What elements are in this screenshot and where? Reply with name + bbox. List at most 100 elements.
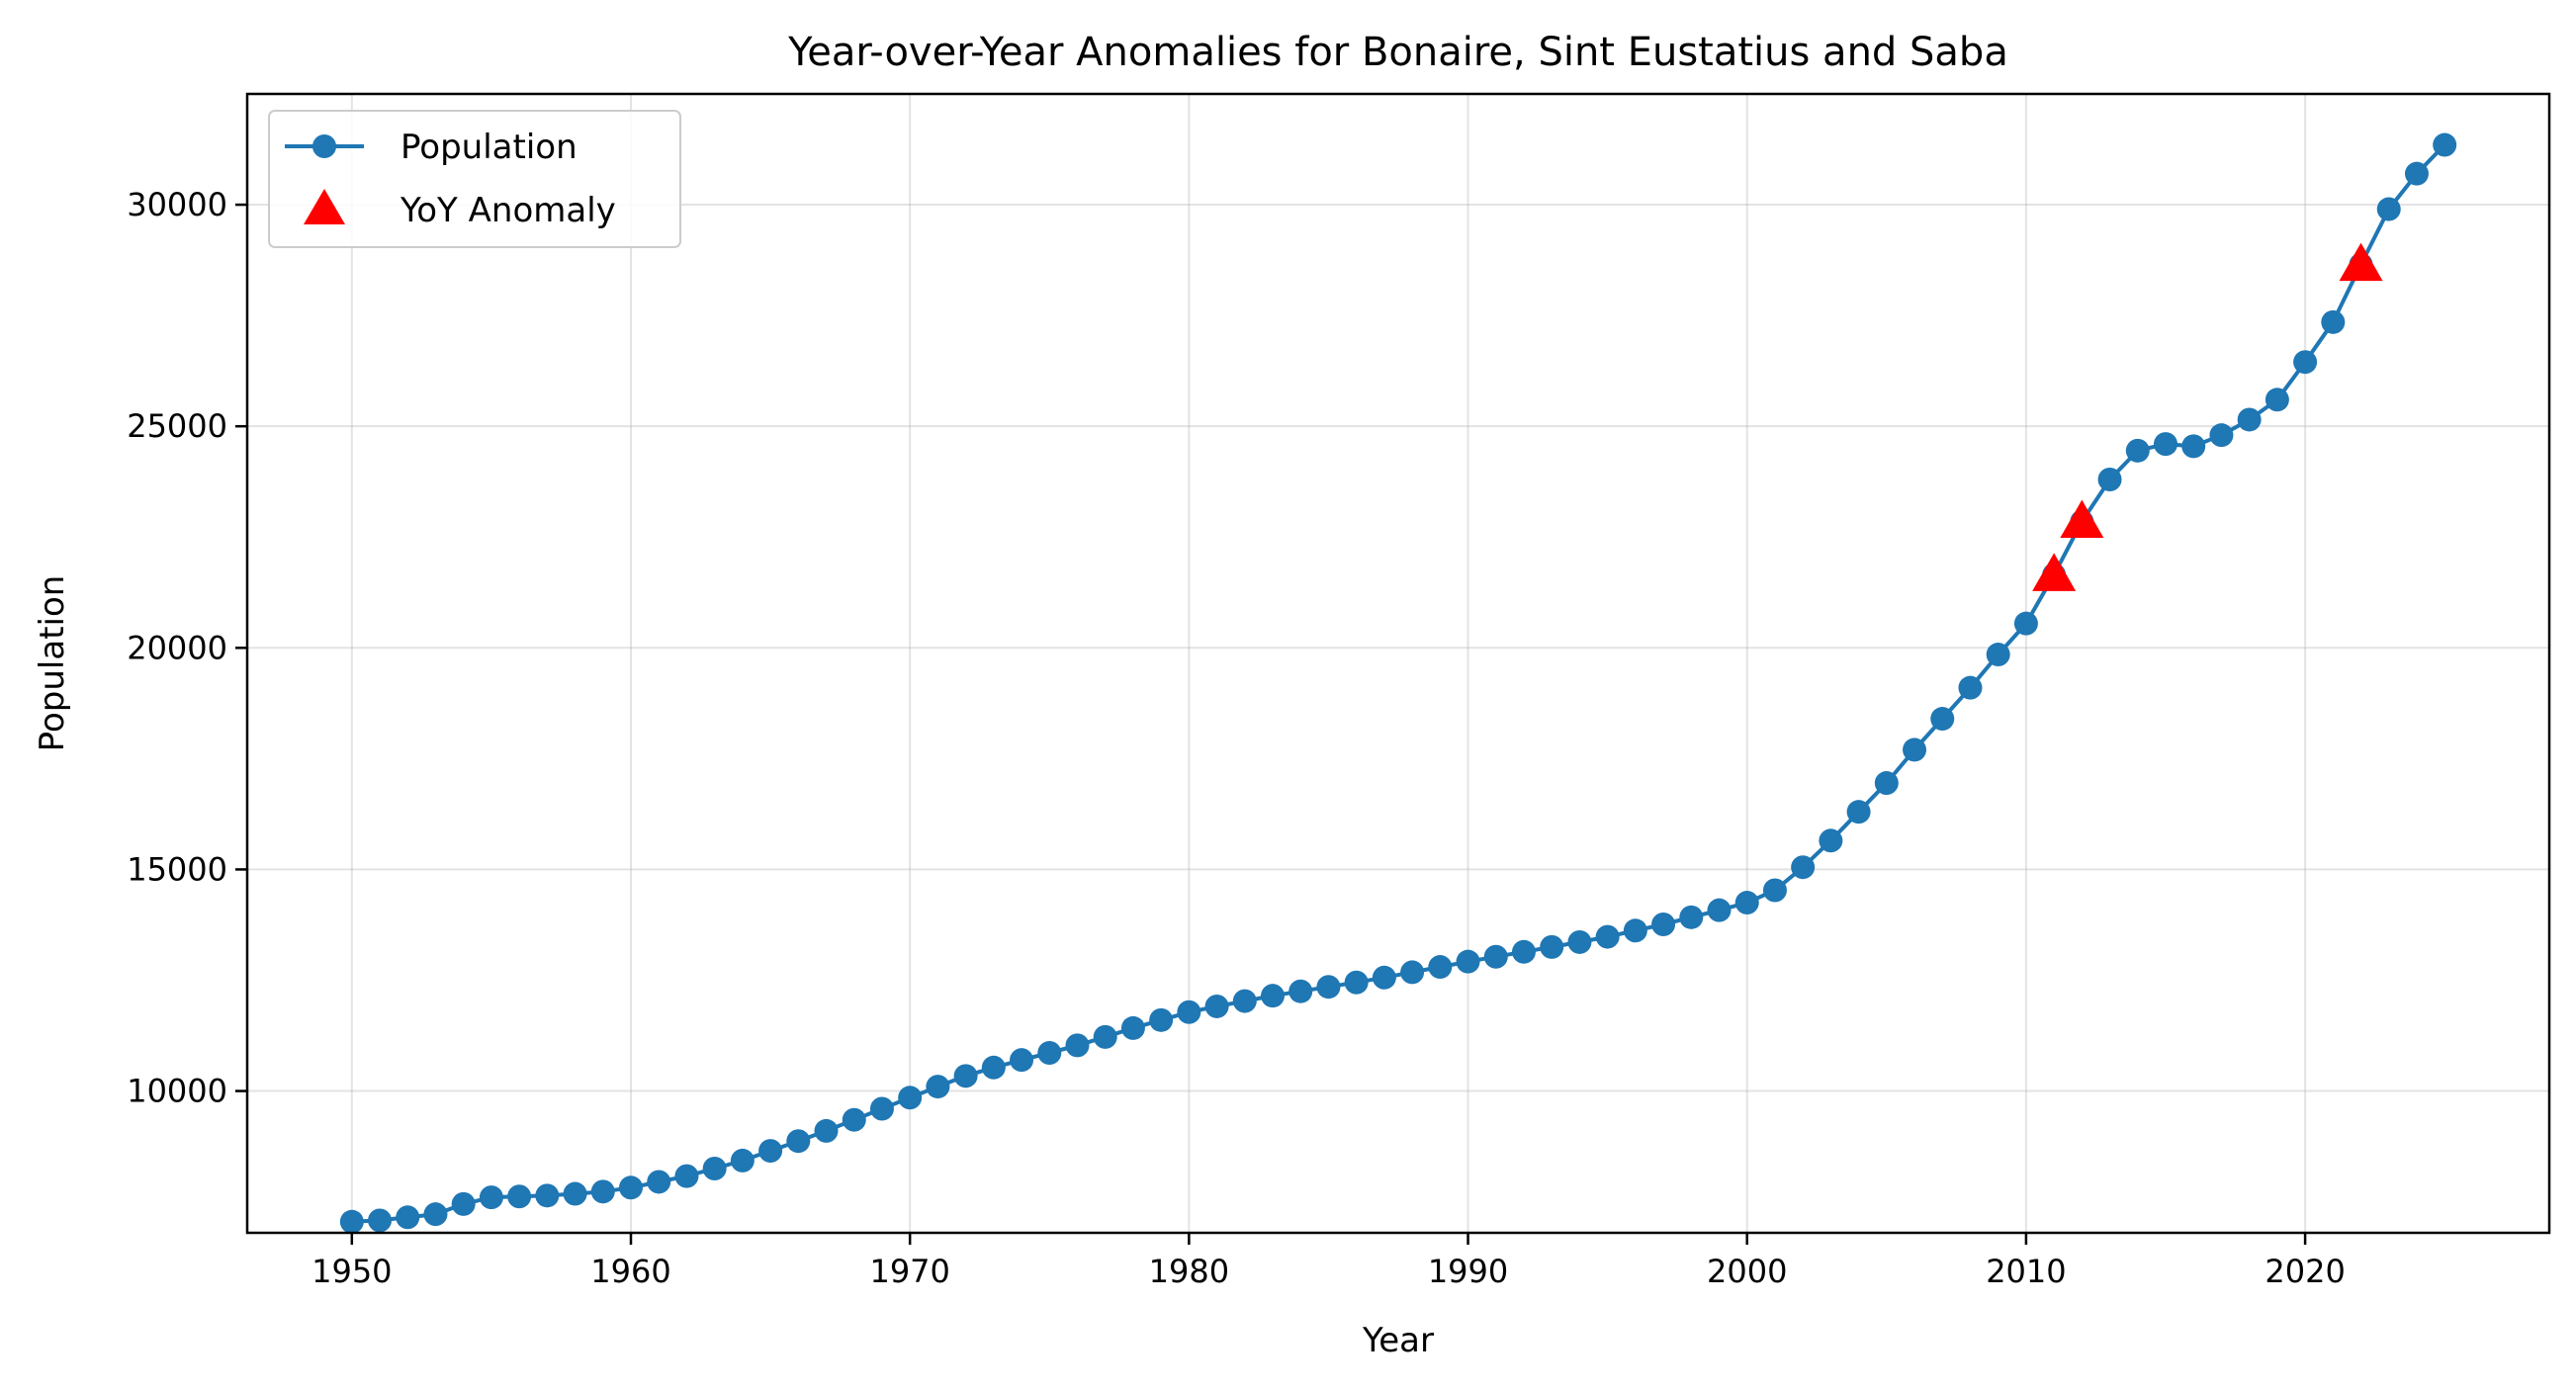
population-point	[981, 1055, 1006, 1080]
legend-box	[268, 110, 681, 248]
x-axis-label: Year	[1362, 1321, 1434, 1360]
population-point	[368, 1208, 393, 1233]
population-point	[869, 1096, 894, 1121]
population-point	[1903, 738, 1927, 762]
population-point	[1037, 1041, 1062, 1066]
x-tick-label: 2020	[2265, 1253, 2345, 1290]
population-point	[507, 1184, 532, 1209]
population-point	[2433, 132, 2457, 157]
population-point	[1958, 675, 1983, 700]
population-point	[2404, 161, 2429, 186]
population-point	[423, 1202, 448, 1227]
population-point	[842, 1107, 866, 1132]
population-point	[590, 1179, 615, 1204]
population-point	[674, 1164, 699, 1188]
population-point	[1177, 1000, 1201, 1024]
population-point	[1372, 965, 1396, 990]
x-tick-label: 1960	[590, 1253, 670, 1290]
population-point	[339, 1209, 364, 1234]
population-point	[1204, 994, 1229, 1018]
chart-title: Year-over-Year Anomalies for Bonaire, Si…	[787, 30, 2008, 75]
population-point	[1540, 934, 1564, 959]
legend-marker-population	[312, 134, 336, 158]
x-tick-label: 1990	[1428, 1253, 1508, 1290]
population-point	[758, 1139, 783, 1164]
population-point	[2209, 423, 2234, 448]
population-point	[1232, 989, 1257, 1013]
population-point	[1679, 905, 1704, 929]
population-point	[619, 1175, 643, 1200]
population-point	[702, 1157, 727, 1181]
population-point	[2097, 467, 2122, 491]
population-point	[1623, 918, 1647, 943]
population-point	[1261, 984, 1286, 1008]
population-point	[1400, 960, 1425, 985]
x-tick-label: 1950	[311, 1253, 392, 1290]
population-point	[1651, 913, 1676, 937]
population-point	[647, 1170, 671, 1194]
x-tick-label: 1980	[1149, 1253, 1229, 1290]
legend: Population YoY Anomaly	[268, 110, 681, 248]
x-tick-label: 2000	[1707, 1253, 1787, 1290]
population-point	[1344, 970, 1369, 995]
y-axis: 10000 15000 20000 25000 30000	[127, 186, 247, 1110]
population-point	[1288, 979, 1313, 1003]
anomaly-point	[2339, 242, 2383, 282]
population-point	[1456, 949, 1480, 974]
population-point	[1483, 944, 1508, 969]
y-axis-label: Population	[33, 575, 72, 752]
legend-label-population: Population	[400, 128, 577, 167]
x-tick-label: 2010	[1986, 1253, 2066, 1290]
population-point	[1762, 878, 1787, 903]
population-point	[2237, 407, 2262, 432]
population-point	[2013, 611, 2038, 636]
population-point	[926, 1075, 950, 1099]
anomaly-point	[2032, 553, 2077, 591]
population-point	[1120, 1015, 1145, 1040]
population-point	[2154, 432, 2177, 457]
population-point	[1791, 855, 1816, 880]
population-point	[786, 1129, 811, 1154]
population-point	[814, 1118, 839, 1143]
population-point	[2125, 438, 2150, 463]
population-point	[479, 1185, 503, 1210]
legend-label-anomaly: YoY Anomaly	[400, 191, 616, 230]
population-point	[1511, 939, 1536, 964]
plot-area	[339, 132, 2457, 1234]
population-point	[1065, 1033, 1090, 1058]
population-point	[1149, 1007, 1174, 1032]
x-tick-label: 1970	[869, 1253, 949, 1290]
population-point	[2376, 197, 2401, 221]
population-point	[2265, 388, 2289, 412]
population-point	[1846, 800, 1871, 825]
population-point	[898, 1086, 923, 1110]
grid	[247, 94, 2549, 1233]
population-point	[1986, 643, 2010, 667]
population-point	[1093, 1024, 1117, 1049]
population-line	[351, 143, 2446, 1224]
population-point	[2293, 350, 2318, 375]
y-tick-label: 15000	[127, 850, 227, 888]
population-point	[2181, 434, 2206, 459]
population-point	[396, 1205, 420, 1230]
population-point	[1595, 924, 1620, 949]
x-axis: 1950 1960 1970 1980 1990 2000 2010 2020	[311, 1233, 2346, 1290]
population-point	[1707, 898, 1732, 922]
y-tick-label: 10000	[127, 1073, 227, 1110]
population-point	[1567, 929, 1592, 954]
population-point	[1428, 955, 1453, 980]
population-point	[1930, 707, 1955, 732]
anomaly-point	[2060, 499, 2104, 539]
plot-frame	[245, 92, 2551, 1235]
y-tick-label: 25000	[127, 407, 227, 445]
population-point	[1819, 828, 1843, 853]
population-point	[730, 1148, 755, 1173]
population-point	[535, 1183, 560, 1208]
y-tick-label: 20000	[127, 629, 227, 666]
population-point	[953, 1064, 978, 1088]
population-point	[1316, 975, 1341, 1000]
population-point	[1010, 1048, 1034, 1073]
population-point	[2321, 309, 2346, 334]
y-tick-label: 30000	[127, 186, 227, 223]
